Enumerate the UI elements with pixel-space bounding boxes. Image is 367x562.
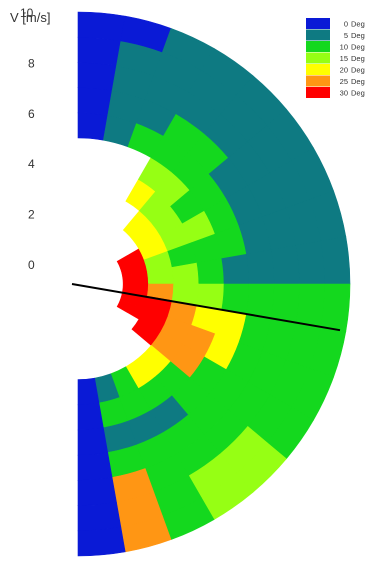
- heatmap-cell: [320, 283, 351, 332]
- heatmap-cell: [246, 283, 275, 319]
- legend-unit: Deg: [351, 89, 365, 98]
- heatmap-cell: [221, 253, 250, 285]
- legend-swatch: [306, 87, 330, 98]
- radial-tick-label: 8: [28, 56, 35, 70]
- legend-unit: Deg: [351, 20, 365, 29]
- radial-tick-labels: 10 8 6 4 2 0: [20, 6, 35, 272]
- legend-swatch: [306, 29, 330, 41]
- legend-swatch: [306, 41, 330, 52]
- radial-tick-label: 2: [28, 208, 35, 222]
- heatmap-cells: [77, 11, 351, 557]
- radial-tick-label: 6: [28, 107, 35, 121]
- legend-value: 25: [340, 77, 348, 86]
- heatmap-cell: [77, 87, 113, 116]
- legend-unit: Deg: [351, 77, 365, 86]
- heatmap-cell: [295, 283, 326, 328]
- heatmap-cell: [271, 245, 300, 285]
- radial-tick-label: 10: [20, 6, 34, 20]
- heatmap-cell: [295, 240, 326, 285]
- heatmap-cell: [77, 402, 104, 431]
- legend-value: 30: [340, 89, 348, 98]
- y-axis-label: V [m/s]: [10, 10, 50, 25]
- heatmap-cell: [77, 62, 117, 91]
- legend-value: 20: [340, 66, 348, 75]
- heatmap-cell: [196, 258, 225, 285]
- radial-tick-label: 0: [28, 258, 35, 272]
- heatmap-cell: [77, 36, 122, 67]
- legend-swatch: [306, 18, 330, 29]
- heatmap-cell: [77, 452, 113, 481]
- heatmap-cell: [320, 236, 351, 285]
- legend-unit: Deg: [351, 43, 365, 52]
- heatmap-cell: [77, 112, 109, 141]
- legend-unit: Deg: [351, 66, 365, 75]
- legend-swatch: [306, 64, 330, 75]
- heatmap-cell: [77, 477, 117, 506]
- legend-swatch: [306, 52, 330, 64]
- radial-tick-label: 4: [28, 157, 35, 171]
- heatmap-cell: [77, 11, 126, 42]
- reference-line: [71, 283, 341, 332]
- heatmap-cell: [77, 501, 122, 532]
- heatmap-cell: [246, 249, 275, 285]
- legend-value: 0: [344, 20, 348, 29]
- heatmap-cell: [271, 283, 300, 323]
- heatmap-cell: [221, 283, 250, 315]
- heatmap-cell: [77, 427, 109, 456]
- legend-unit: Deg: [351, 31, 365, 40]
- heatmap-cell: [77, 526, 126, 557]
- legend-value: 5: [344, 31, 348, 40]
- legend-value: 10: [340, 43, 348, 52]
- legend-swatch: [306, 75, 330, 87]
- legend-value: 15: [340, 54, 348, 63]
- legend-unit: Deg: [351, 54, 365, 63]
